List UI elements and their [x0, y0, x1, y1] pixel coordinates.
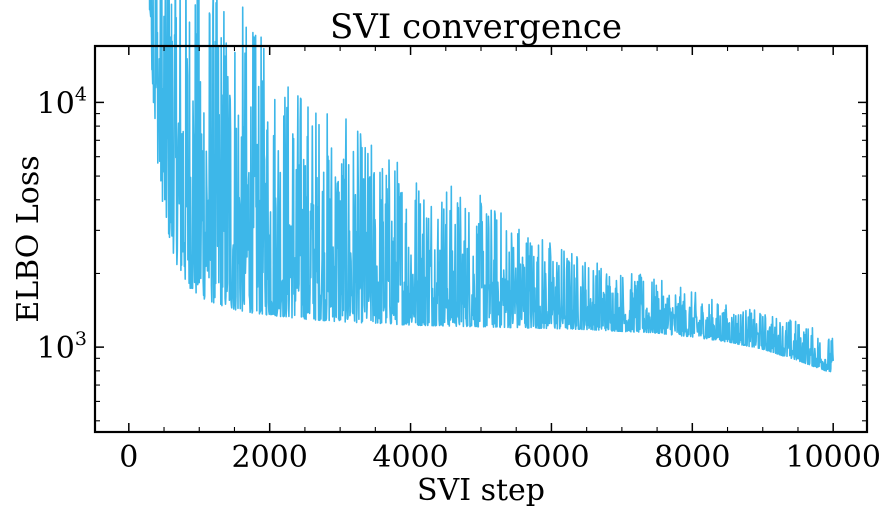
plot-frame — [93, 44, 869, 434]
plot-area — [148, 0, 834, 373]
y-tick-label: 104 — [37, 83, 87, 121]
x-tick-label: 10000 — [785, 440, 880, 475]
y-axis-title: ELBO Loss — [11, 155, 46, 322]
y-tick-label: 103 — [37, 328, 87, 366]
x-tick-label: 6000 — [513, 440, 589, 475]
x-axis-title: SVI step — [417, 473, 545, 508]
elbo-loss-line — [148, 0, 834, 373]
x-tick-label: 8000 — [654, 440, 730, 475]
x-tick-label: 4000 — [372, 440, 448, 475]
axis-ticks: 0200040006000800010000103104105106107 — [37, 46, 881, 475]
x-tick-label: 2000 — [232, 440, 308, 475]
x-tick-label: 0 — [119, 440, 138, 475]
chart-title: SVI convergence — [330, 7, 622, 47]
